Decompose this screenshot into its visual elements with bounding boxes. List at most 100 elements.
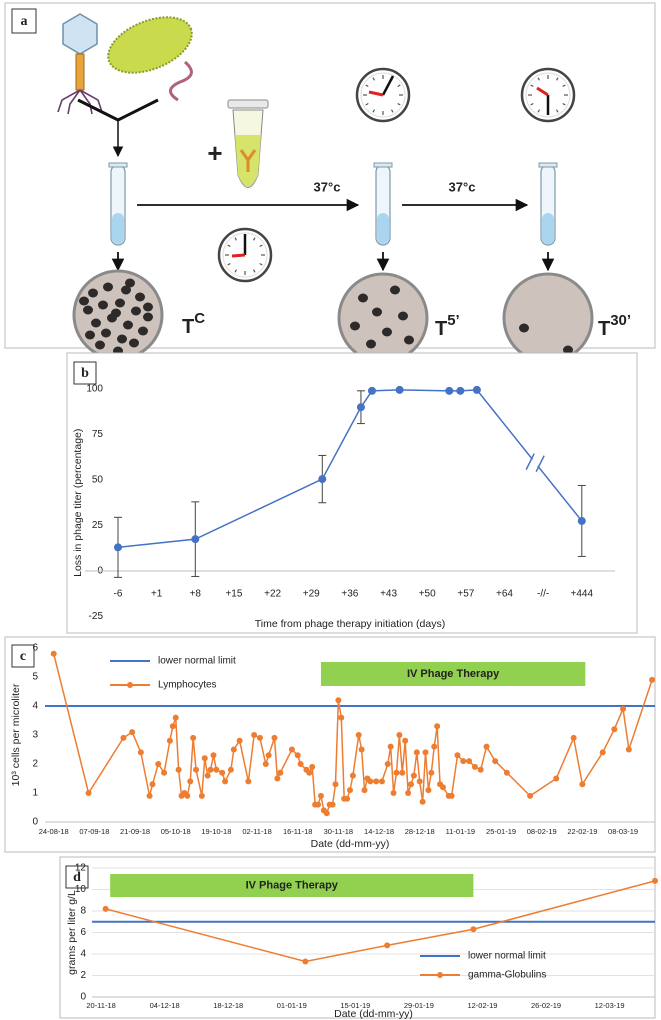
data-point <box>175 766 182 773</box>
x-axis-label: Date (dd-mm-yy) <box>334 1008 413 1020</box>
data-point <box>274 775 281 782</box>
plates <box>72 269 594 364</box>
plaque <box>101 328 111 338</box>
x-tick-label: +43 <box>380 589 397 600</box>
annotation-box <box>110 874 474 897</box>
y-tick-label: 2 <box>80 970 86 981</box>
data-point <box>120 734 127 741</box>
data-point <box>434 723 441 730</box>
panel-label: d <box>73 870 81 885</box>
panel-label-box <box>65 865 89 889</box>
x-axis-label: Date (dd-mm-yy) <box>311 838 390 850</box>
data-point <box>297 761 304 767</box>
tube <box>373 162 393 246</box>
data-point <box>137 749 144 756</box>
data-point <box>201 755 208 762</box>
plate-label: T5’ <box>435 312 460 340</box>
data-point <box>652 877 658 884</box>
data-point <box>367 778 374 785</box>
clock <box>217 227 273 283</box>
data-point <box>419 798 426 805</box>
y-tick-label: -25 <box>89 611 104 622</box>
y-tick-label: 4 <box>32 701 38 712</box>
y-tick-label: 100 <box>86 384 103 395</box>
plaque <box>83 305 93 315</box>
plaque <box>117 334 127 344</box>
data-point <box>332 781 339 788</box>
plaque <box>563 345 573 355</box>
plaque <box>129 338 139 348</box>
data-point <box>315 801 322 808</box>
plate-label-sup: 30’ <box>610 312 631 329</box>
data-point <box>222 778 229 785</box>
y-tick-label: 2 <box>32 759 38 770</box>
data-point <box>230 746 237 753</box>
data-point <box>114 543 122 552</box>
data-point <box>288 746 295 753</box>
legend-label: lower normal limit <box>468 951 546 962</box>
x-tick-label: +22 <box>264 589 281 600</box>
merge-lines <box>77 98 159 158</box>
data-point <box>323 810 330 817</box>
plaque <box>91 318 101 328</box>
data-point <box>227 766 234 773</box>
data-point <box>198 792 205 799</box>
data-point <box>355 732 362 738</box>
phage <box>57 13 103 115</box>
y-tick-label: 50 <box>92 475 104 486</box>
data-point <box>445 386 454 395</box>
data-point <box>146 792 153 799</box>
data-point <box>387 743 394 750</box>
data-point <box>191 535 200 544</box>
x-tick-label: 29-01-19 <box>404 1001 434 1010</box>
data-point <box>454 752 461 759</box>
data-point <box>399 769 406 776</box>
panel-a: a + 37°c 37°c TC T5’ T30’ <box>4 2 656 364</box>
data-point <box>358 746 365 753</box>
x-tick-label: +64 <box>496 589 513 600</box>
plaque <box>372 307 382 317</box>
data-point <box>413 749 420 756</box>
data-point <box>422 749 429 756</box>
panel-label-box <box>73 361 97 385</box>
y-tick-label: 8 <box>80 906 86 917</box>
data-point <box>204 772 211 779</box>
y-axis-label: Loss in phage titer (percentage) <box>72 429 84 577</box>
data-point <box>349 772 356 779</box>
y-tick-label: 1 <box>32 788 38 799</box>
plaque <box>98 300 108 310</box>
panel-label: c <box>20 649 26 664</box>
data-point <box>367 386 376 395</box>
data-point <box>402 737 409 744</box>
data-point <box>611 726 618 733</box>
x-tick-label: 30-11-18 <box>324 827 353 836</box>
x-tick-label: +15 <box>225 589 242 600</box>
data-point <box>378 778 385 785</box>
data-point <box>338 714 345 721</box>
annotation-box <box>320 662 586 686</box>
plaque <box>358 293 368 303</box>
data-point <box>410 772 417 779</box>
y-axis-label: 10³ cells per microliter <box>10 683 22 786</box>
x-tick-label: 16-11-18 <box>283 827 312 836</box>
x-tick-label: 22-02-19 <box>567 827 597 836</box>
data-point <box>428 769 435 776</box>
data-point <box>466 758 473 765</box>
data-point <box>570 734 577 741</box>
y-tick-label: 4 <box>80 949 86 960</box>
plaque <box>350 321 360 331</box>
data-point <box>317 792 324 799</box>
plaque <box>88 288 98 298</box>
plaque <box>138 326 148 336</box>
legend-label: lower normal limit <box>158 656 236 667</box>
plaque <box>143 312 153 322</box>
x-tick-label: 12-02-19 <box>467 1001 497 1010</box>
plaque <box>121 285 131 295</box>
y-tick-label: 3 <box>32 730 38 741</box>
data-point <box>448 792 455 799</box>
data-point <box>471 763 478 770</box>
plate-label: T30’ <box>598 312 631 340</box>
data-point <box>190 734 197 741</box>
